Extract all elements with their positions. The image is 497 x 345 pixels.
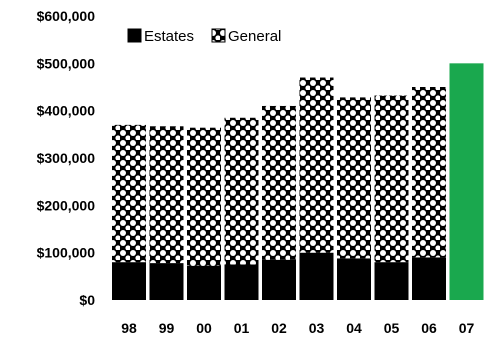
bar-estates-02 bbox=[262, 259, 296, 300]
x-tick-label: 01 bbox=[234, 320, 250, 336]
legend: Estates General bbox=[127, 28, 281, 45]
y-tick-label: $100,000 bbox=[37, 245, 96, 261]
bar-general-99 bbox=[149, 126, 184, 264]
bar-general-03 bbox=[299, 77, 334, 253]
y-axis-tick-labels: $0 $100,000 $200,000 $300,000 $400,000 $500,0… bbox=[37, 8, 96, 308]
x-tick-label: 04 bbox=[346, 320, 362, 336]
x-tick-label: 98 bbox=[121, 320, 137, 336]
y-tick-label: $200,000 bbox=[37, 197, 96, 213]
bar-estates-98 bbox=[112, 262, 146, 300]
y-tick-label: $0 bbox=[79, 292, 95, 308]
legend-label: General bbox=[228, 28, 281, 45]
bar-estates-06 bbox=[412, 257, 446, 300]
y-tick-label: $300,000 bbox=[37, 150, 96, 166]
bar-general-06 bbox=[412, 87, 446, 258]
bars bbox=[112, 63, 484, 301]
x-tick-label: 00 bbox=[196, 320, 212, 336]
x-tick-label: 07 bbox=[459, 320, 475, 336]
x-tick-label: 06 bbox=[421, 320, 437, 336]
bar-general-00 bbox=[187, 127, 221, 266]
bar-general-02 bbox=[262, 105, 296, 260]
bar-estates-03 bbox=[299, 252, 334, 300]
x-tick-label: 02 bbox=[271, 320, 287, 336]
bar-estates-05 bbox=[374, 262, 409, 300]
bar-estates-00 bbox=[187, 265, 221, 300]
bar-general-05 bbox=[374, 95, 409, 263]
legend-swatch bbox=[127, 28, 142, 43]
y-tick-label: $400,000 bbox=[37, 103, 96, 119]
bar-total-07 bbox=[449, 63, 484, 301]
x-tick-label: 99 bbox=[159, 320, 175, 336]
legend-swatch bbox=[211, 28, 226, 43]
legend-label: Estates bbox=[144, 28, 194, 45]
x-tick-label: 03 bbox=[309, 320, 325, 336]
x-tick-label: 05 bbox=[384, 320, 400, 336]
bar-estates-04 bbox=[337, 258, 371, 300]
bar-estates-01 bbox=[224, 264, 259, 300]
bar-general-98 bbox=[112, 124, 146, 263]
y-tick-label: $500,000 bbox=[37, 55, 96, 71]
bar-general-04 bbox=[337, 97, 371, 259]
y-tick-label: $600,000 bbox=[37, 8, 96, 24]
x-axis-tick-labels: 98 99 00 01 02 03 04 05 06 07 bbox=[121, 320, 474, 336]
bar-general-01 bbox=[224, 117, 259, 265]
bar-estates-99 bbox=[149, 263, 184, 300]
